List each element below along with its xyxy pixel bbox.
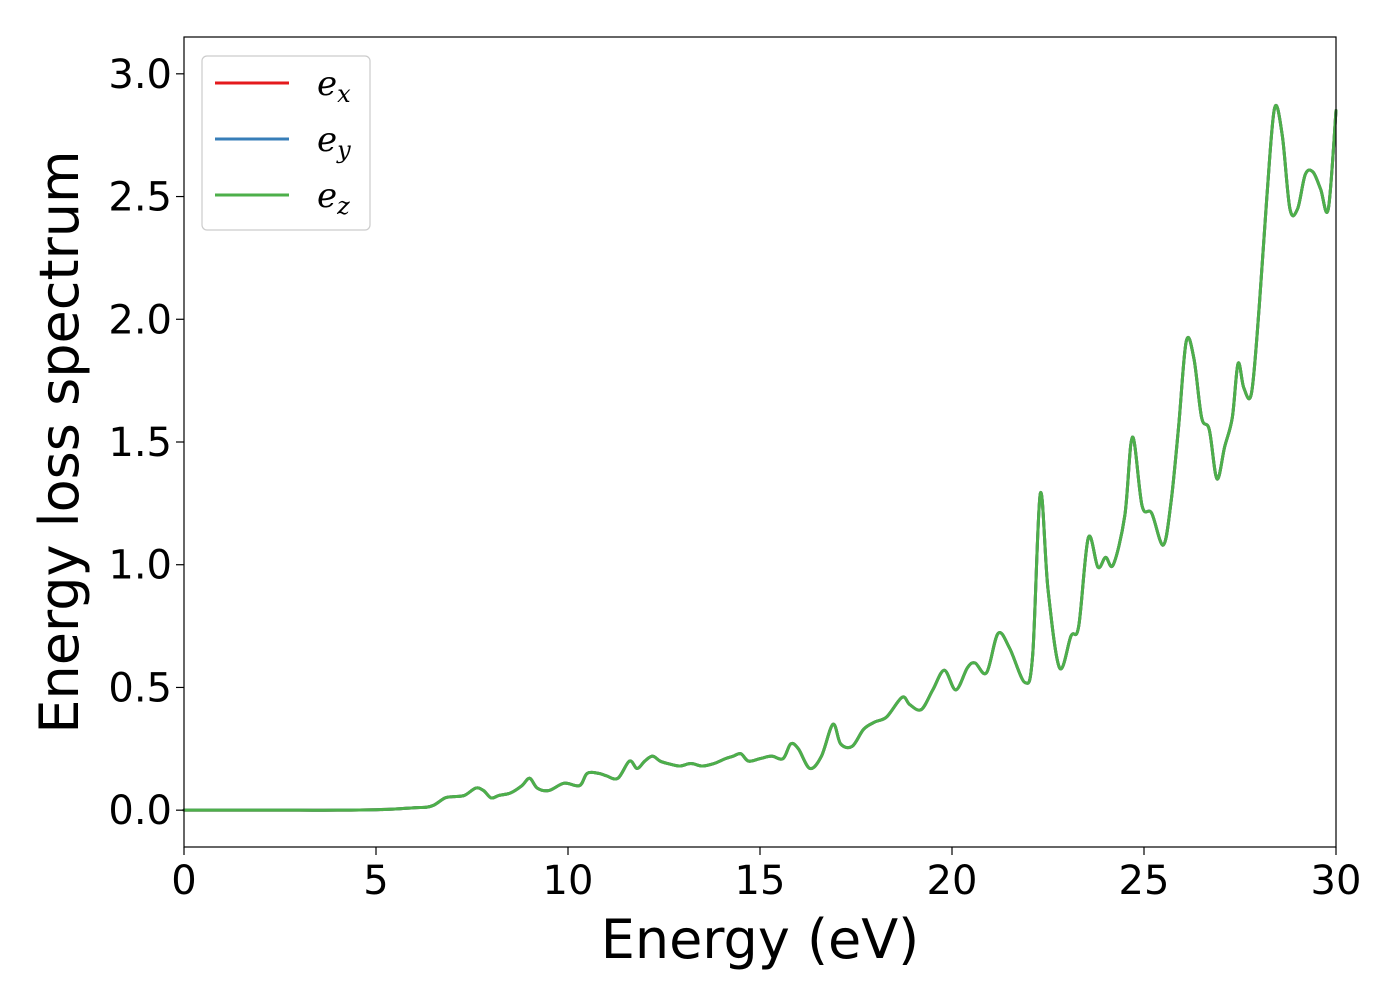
legend-label-base: e (317, 176, 337, 216)
legend-label-subscript: y (336, 136, 351, 164)
y-tick-label: 1.0 (108, 543, 172, 589)
y-axis-ticks: 0.0 0.5 1.0 1.5 2.0 2.5 3.0 (108, 52, 184, 834)
x-axis-ticks: 0 5 10 15 20 25 30 (171, 847, 1361, 904)
y-tick-label: 2.0 (108, 297, 172, 343)
x-tick-label: 10 (543, 858, 594, 904)
legend-label-subscript: z (336, 192, 350, 220)
y-tick-label: 2.5 (108, 175, 172, 221)
legend-label-e-y: ey (317, 120, 351, 164)
legend-label-base: e (317, 64, 337, 104)
y-tick-label: 0.5 (108, 665, 172, 711)
legend-label-e-x: ex (317, 64, 351, 108)
x-tick-label: 30 (1311, 858, 1362, 904)
y-tick-label: 3.0 (108, 52, 172, 98)
x-tick-label: 25 (1119, 858, 1170, 904)
y-tick-label: 1.5 (108, 420, 172, 466)
legend-label-e-z: ez (317, 176, 350, 220)
legend-label-base: e (317, 120, 337, 160)
y-axis-title: Energy loss spectrum (28, 150, 91, 733)
legend-box (201, 55, 371, 231)
legend-label-subscript: x (337, 80, 351, 108)
series-layer (182, 104, 1338, 812)
x-axis-title: Energy (eV) (601, 908, 920, 971)
x-tick-label: 0 (171, 858, 196, 904)
y-tick-label: 0.0 (108, 788, 172, 834)
x-tick-label: 5 (363, 858, 388, 904)
x-tick-label: 15 (735, 858, 786, 904)
x-tick-label: 20 (927, 858, 978, 904)
series-line-e-z (182, 104, 1338, 812)
